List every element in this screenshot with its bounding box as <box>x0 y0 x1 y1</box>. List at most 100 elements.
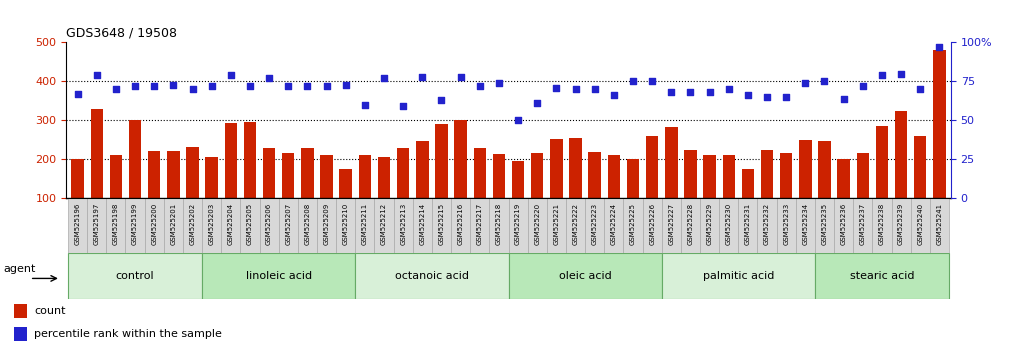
Text: GSM525225: GSM525225 <box>630 202 636 245</box>
Bar <box>934 50 946 198</box>
Text: agent: agent <box>3 264 36 274</box>
Bar <box>704 155 716 198</box>
Bar <box>910 198 930 253</box>
Point <box>874 72 890 78</box>
Text: GSM525218: GSM525218 <box>496 202 502 245</box>
Bar <box>474 148 486 198</box>
Text: GSM525197: GSM525197 <box>94 202 100 245</box>
Point <box>127 83 143 89</box>
Bar <box>741 169 755 198</box>
Text: GSM525231: GSM525231 <box>744 202 751 245</box>
Text: GSM525209: GSM525209 <box>323 202 330 245</box>
Text: GSM525200: GSM525200 <box>152 202 158 245</box>
Bar <box>301 148 313 198</box>
Point <box>663 90 679 95</box>
Bar <box>853 198 873 253</box>
Text: GSM525220: GSM525220 <box>534 202 540 245</box>
Text: GSM525228: GSM525228 <box>687 202 694 245</box>
Bar <box>547 198 565 253</box>
Bar <box>876 126 888 198</box>
Bar <box>244 122 256 198</box>
Bar <box>646 136 658 198</box>
Text: GSM525199: GSM525199 <box>132 202 138 245</box>
Bar <box>337 198 355 253</box>
Bar <box>107 198 125 253</box>
Bar <box>607 155 620 198</box>
Text: GSM525240: GSM525240 <box>917 202 923 245</box>
Bar <box>719 198 738 253</box>
Text: count: count <box>35 306 66 316</box>
Bar <box>780 154 792 198</box>
Bar <box>834 198 853 253</box>
Point <box>165 82 181 87</box>
Text: GSM525233: GSM525233 <box>783 202 789 245</box>
Bar <box>819 141 831 198</box>
Bar <box>14 327 27 342</box>
Text: GSM525203: GSM525203 <box>208 202 215 245</box>
Text: GSM525198: GSM525198 <box>113 202 119 245</box>
Bar <box>914 136 926 198</box>
Bar <box>240 198 259 253</box>
Bar <box>758 198 777 253</box>
Point <box>624 79 641 84</box>
Bar <box>626 159 640 198</box>
Bar <box>413 198 432 253</box>
Bar <box>186 147 198 198</box>
Bar <box>684 149 697 198</box>
Text: GSM525232: GSM525232 <box>764 202 770 245</box>
Point <box>644 79 660 84</box>
Bar <box>738 198 758 253</box>
Bar <box>662 198 680 253</box>
Bar <box>87 198 107 253</box>
Text: linoleic acid: linoleic acid <box>246 271 312 281</box>
Point <box>223 72 239 78</box>
Bar <box>531 154 543 198</box>
Bar <box>512 161 525 198</box>
Text: GSM525235: GSM525235 <box>822 202 828 245</box>
Bar <box>68 253 202 299</box>
Point <box>69 91 85 97</box>
Text: GSM525212: GSM525212 <box>381 202 387 245</box>
Bar <box>355 253 508 299</box>
Text: GSM525230: GSM525230 <box>726 202 732 245</box>
Bar <box>623 198 643 253</box>
Point <box>376 75 393 81</box>
Text: GSM525196: GSM525196 <box>74 202 80 245</box>
Point <box>912 86 929 92</box>
Point <box>395 103 411 109</box>
Point <box>184 86 200 92</box>
Point <box>893 71 909 76</box>
Bar <box>91 109 103 198</box>
Point <box>567 86 584 92</box>
Text: GSM525226: GSM525226 <box>649 202 655 245</box>
Text: GSM525239: GSM525239 <box>898 202 904 245</box>
Bar <box>892 198 910 253</box>
Bar <box>355 198 374 253</box>
Text: GSM525207: GSM525207 <box>285 202 291 245</box>
Bar <box>470 198 489 253</box>
Point <box>797 80 814 86</box>
Bar <box>815 253 949 299</box>
Text: GSM525222: GSM525222 <box>573 202 579 245</box>
Bar <box>799 140 812 198</box>
Text: GSM525215: GSM525215 <box>438 202 444 245</box>
Text: GSM525205: GSM525205 <box>247 202 253 245</box>
Bar <box>565 198 585 253</box>
Point <box>338 82 354 87</box>
Bar <box>873 198 892 253</box>
Bar <box>604 198 623 253</box>
Bar <box>282 154 295 198</box>
Bar <box>125 198 144 253</box>
Bar <box>298 198 317 253</box>
Bar <box>930 198 949 253</box>
Text: GSM525238: GSM525238 <box>879 202 885 245</box>
Bar <box>643 198 662 253</box>
Bar <box>455 120 467 198</box>
Text: GSM525241: GSM525241 <box>937 202 943 245</box>
Point <box>836 96 852 101</box>
Text: GSM525224: GSM525224 <box>611 202 617 245</box>
Bar <box>394 198 413 253</box>
Point <box>606 93 622 98</box>
Point <box>433 97 450 103</box>
Point <box>453 74 469 80</box>
